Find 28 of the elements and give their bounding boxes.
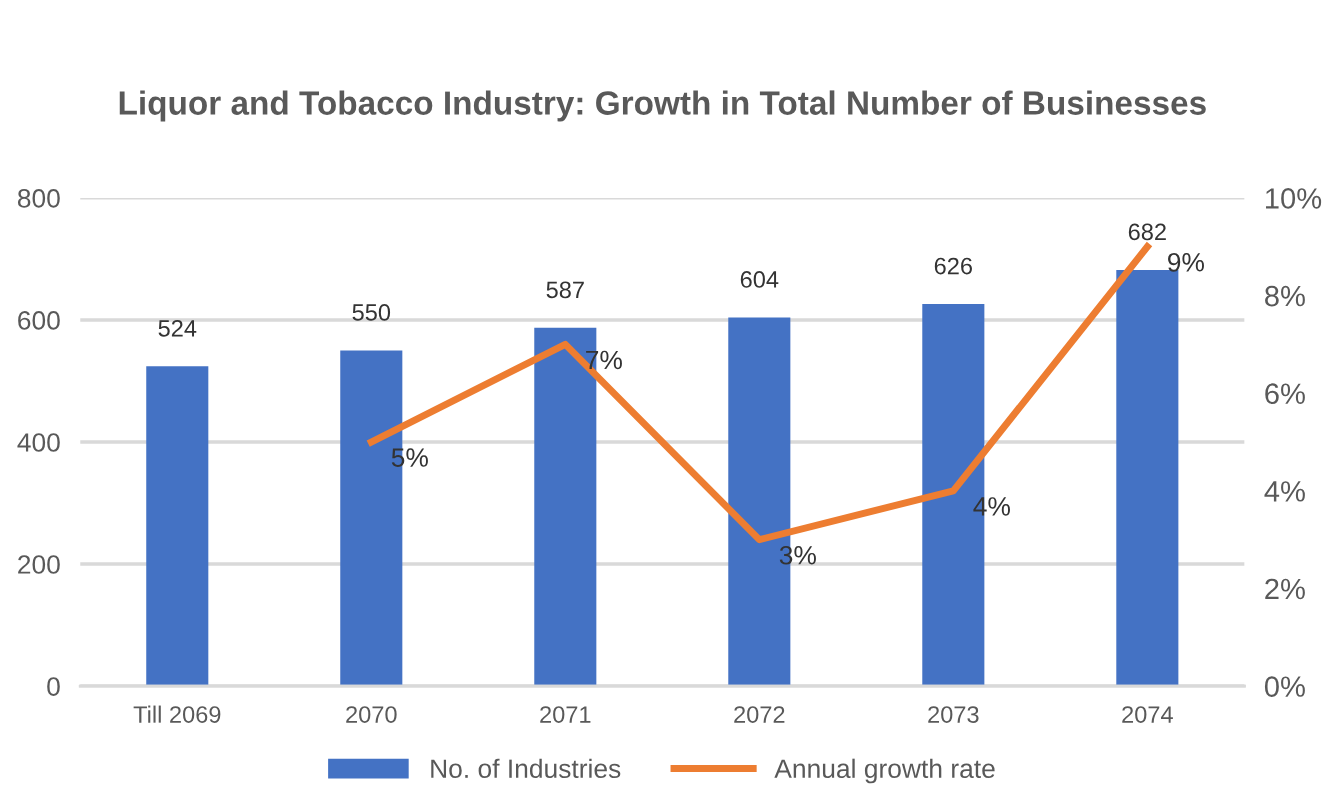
y2-tick-label: 4% [1264,481,1305,502]
x-tick-label: 2072 [734,706,785,723]
y-tick-label: 400 [17,433,60,452]
data-label: 682 [1128,223,1166,241]
y-tick-label: 0 [47,677,60,696]
y2-tick-label: 8% [1265,285,1305,307]
y2-tick-label: 0% [1264,676,1305,697]
x-tick-label: 2074 [1122,706,1173,723]
x-tick-label: Till 2069 [133,705,221,723]
chart-title: Liquor and Tobacco Industry: Growth in Total Number of Businesses [119,90,1206,122]
x-tick-label: 2070 [346,706,397,723]
data-label: 587 [546,281,584,299]
data-label: 626 [934,257,972,275]
data-label: 604 [740,271,779,288]
data-label: 524 [158,319,197,337]
x-tick-label: 2071 [540,706,591,723]
y-tick-label: 800 [17,189,60,208]
y-tick-label: 200 [18,555,60,574]
legend-label: Annual growth rate [774,758,995,784]
y-tick-label: 600 [18,311,60,330]
y2-tick-label: 10% [1266,188,1322,209]
legend-label: No. of Industries [431,758,621,779]
x-tick-label: 2073 [928,706,979,723]
y2-tick-label: 6% [1265,383,1305,405]
data-label: 9% [1168,252,1204,272]
bar [146,366,209,687]
y2-tick-label: 2% [1265,578,1305,600]
data-label: 550 [352,304,391,321]
